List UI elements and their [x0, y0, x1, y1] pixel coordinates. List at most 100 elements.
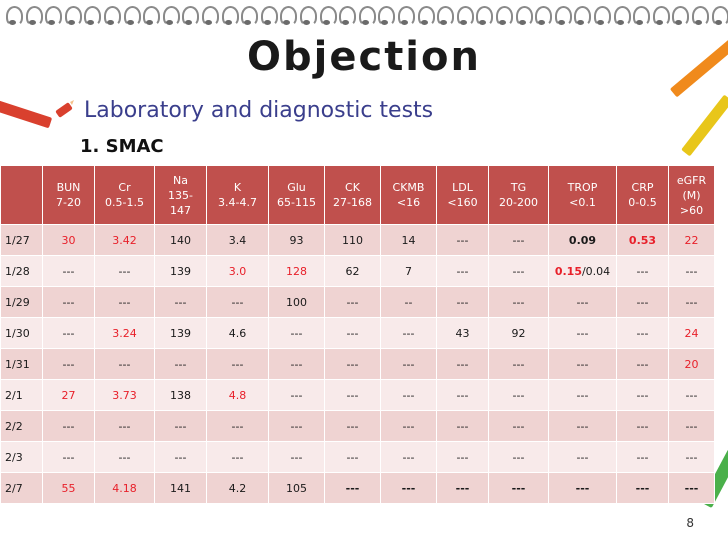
cell-value: ---	[512, 357, 525, 371]
cell-value: 3.4	[228, 233, 247, 247]
table-cell: ---	[488, 441, 549, 473]
spiral-ring-icon	[633, 6, 651, 26]
table-cell: ---	[668, 379, 715, 411]
page-number: 8	[686, 516, 694, 530]
spiral-hole-icon	[303, 20, 310, 25]
column-range: <160	[447, 196, 478, 209]
spiral-hole-icon	[714, 20, 722, 25]
cell-value: ---	[402, 419, 415, 433]
table-cell: 20	[668, 348, 715, 380]
table-cell: ---	[668, 410, 715, 442]
column-name: CK	[345, 181, 360, 194]
table-cell: ---	[324, 379, 381, 411]
cell-value: 24	[684, 326, 699, 340]
spiral-ring-icon	[594, 6, 611, 26]
cell-value: ---	[512, 264, 525, 278]
table-row: 1/31 --- --- --- --- --- --- --- --- --- --- --- 20	[0, 348, 715, 380]
spiral-ring-icon	[84, 6, 102, 26]
column-name: TROP	[567, 181, 598, 194]
cell-value: 27	[61, 388, 76, 402]
cell-value: 140	[170, 233, 191, 247]
spiral-ring-icon	[260, 6, 278, 26]
cell-value: ---	[636, 450, 649, 464]
table-cell: ---	[154, 410, 207, 442]
table-cell: ---	[42, 410, 95, 442]
cell-value: ---	[118, 264, 131, 278]
cell-value: ---	[345, 481, 360, 495]
spiral-ring-icon	[280, 6, 298, 26]
cell-value: 3.73	[112, 388, 137, 402]
column-name: Glu	[287, 181, 306, 194]
cell-extra-value: /0.04	[581, 264, 611, 278]
spiral-ring-icon	[456, 6, 474, 26]
cell-value: ---	[576, 295, 589, 309]
table-cell: 62	[324, 255, 381, 287]
cell-value: ---	[290, 388, 303, 402]
spiral-hole-icon	[126, 20, 134, 25]
table-cell: 22	[668, 224, 715, 256]
cell-value: ---	[576, 357, 589, 371]
table-cell: ---	[206, 410, 269, 442]
cell-value: 0.15	[554, 264, 582, 278]
table-cell: ---	[154, 348, 207, 380]
cell-value: ---	[62, 326, 75, 340]
cell-value: 92	[511, 326, 526, 340]
column-range: 3.4-4.7	[218, 196, 257, 209]
spiral-ring-icon	[574, 6, 592, 26]
spiral-hole-icon	[263, 20, 271, 25]
table-cell: ---	[436, 286, 489, 318]
cell-value: ---	[456, 357, 469, 371]
column-name: CKMB	[392, 181, 425, 194]
table-cell: 128	[268, 255, 325, 287]
table-cell: ---	[436, 379, 489, 411]
spiral-ring-icon	[378, 6, 396, 26]
cell-value: ---	[62, 357, 75, 371]
table-cell: 105	[268, 472, 325, 504]
spiral-ring-icon	[358, 6, 376, 26]
spiral-hole-icon	[205, 20, 212, 25]
table-row: 2/1 27 3.73 138 4.8 --- --- --- --- --- --- --- ---	[0, 379, 715, 411]
cell-value: ---	[62, 419, 75, 433]
spiral-ring-icon	[300, 6, 317, 26]
spiral-ring-icon	[123, 6, 141, 26]
column-name: LDL	[452, 181, 473, 194]
table-cell: ---	[668, 286, 715, 318]
cell-value: ---	[575, 481, 590, 495]
row-date: 2/3	[0, 441, 43, 473]
spiral-hole-icon	[283, 20, 291, 25]
spiral-hole-icon	[67, 20, 75, 25]
table-cell: ---	[42, 348, 95, 380]
spiral-hole-icon	[185, 20, 193, 25]
spiral-ring-icon	[6, 6, 23, 26]
cell-value: 141	[170, 481, 191, 495]
cell-value: ---	[685, 295, 698, 309]
table-cell: 0.15/0.04	[548, 255, 617, 287]
table-cell: ---	[548, 472, 617, 504]
table-row: 1/28 --- --- 139 3.0 128 62 7 --- --- 0.15/0.04 ---…	[0, 255, 715, 287]
cell-value: 3.42	[112, 233, 137, 247]
cell-value: ---	[684, 481, 699, 495]
table-body: 1/27 30 3.42 140 3.4 93 110 14 --- --- 0.09 0.53 22 1…	[0, 224, 715, 504]
table-cell: ---	[268, 441, 325, 473]
crayon-bullet-icon	[55, 100, 74, 118]
spiral-hole-icon	[224, 20, 232, 25]
cell-value: ---	[636, 326, 649, 340]
spiral-hole-icon	[636, 20, 644, 25]
cell-value: 7	[405, 264, 412, 278]
table-cell: ---	[42, 286, 95, 318]
table-cell: ---	[436, 348, 489, 380]
cell-value: ---	[455, 481, 470, 495]
table-cell: ---	[616, 472, 669, 504]
cell-value: ---	[512, 233, 525, 247]
cell-value: ---	[685, 450, 698, 464]
table-cell: ---	[616, 441, 669, 473]
table-cell: ---	[94, 410, 155, 442]
table-cell: ---	[488, 410, 549, 442]
spiral-ring-icon	[554, 6, 572, 26]
cell-value: 62	[345, 264, 360, 278]
column-range: 65-115	[277, 196, 316, 209]
cell-value: 3.0	[228, 264, 247, 278]
table-cell: ---	[324, 410, 381, 442]
column-header: BUN 7-20	[42, 166, 95, 225]
